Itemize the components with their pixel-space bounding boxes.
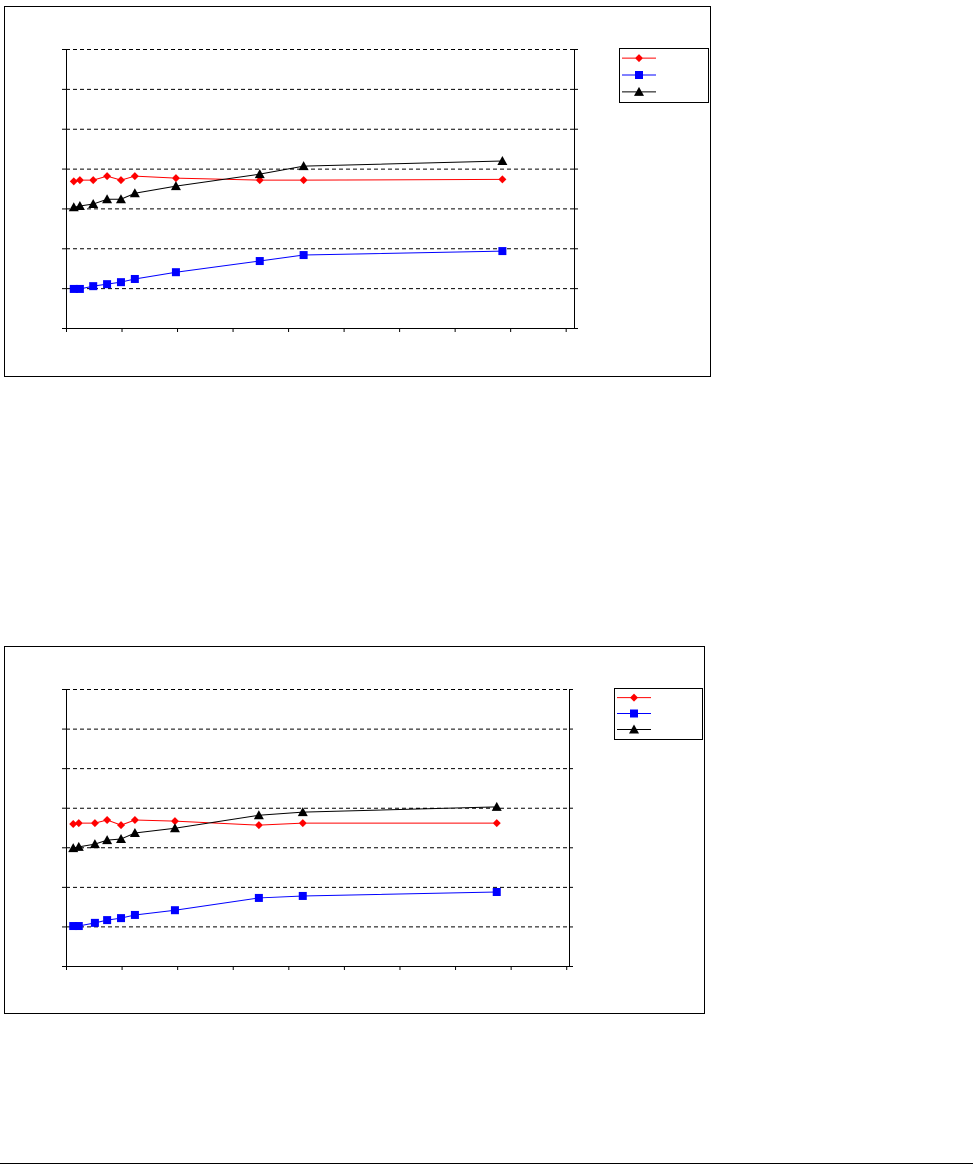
marker [90,819,99,828]
marker [69,177,78,186]
marker [299,251,308,260]
marker [255,257,264,266]
marker [75,284,84,293]
marker [103,815,112,824]
marker [69,819,78,828]
legend-swatch-marker [630,693,638,702]
marker [73,841,84,851]
legend-swatch-marker [629,724,639,734]
marker [298,891,307,900]
marker [299,176,308,185]
marker [498,247,507,256]
marker [102,835,113,845]
chart-frame [4,646,705,1014]
marker [254,893,263,902]
marker [253,810,264,820]
marker [254,169,265,179]
chart-frame [4,6,711,377]
marker [103,916,112,925]
marker [89,176,98,185]
legend-swatch-marker [630,709,638,718]
series-line [73,250,503,290]
marker [130,274,139,283]
marker [116,176,125,185]
marker [254,821,263,830]
marker [492,819,501,828]
marker [74,201,85,211]
marker [170,817,179,826]
marker [103,172,112,181]
marker [116,278,125,287]
marker [89,839,100,849]
marker [170,906,179,915]
legend-swatch-marker [634,86,644,96]
series-line [73,160,503,208]
marker [171,174,180,183]
marker [75,176,84,185]
marker [129,828,140,838]
marker [90,918,99,927]
legend [619,48,709,103]
marker [116,833,127,843]
marker [115,194,126,204]
series-line [73,819,497,826]
marker [117,821,126,830]
series-line [73,806,497,849]
marker [69,284,78,293]
marker [102,194,113,204]
marker [117,914,126,923]
marker [492,888,501,897]
marker [74,819,83,828]
marker [497,155,508,165]
series-line [73,175,503,182]
marker [498,175,507,184]
marker [130,172,139,181]
marker [129,188,140,198]
marker [74,922,83,931]
marker [297,807,308,817]
marker [130,815,139,824]
marker [103,280,112,289]
marker [170,181,181,191]
series-line [73,891,497,927]
marker [130,910,139,919]
marker [298,161,309,171]
marker [491,801,502,811]
marker [88,199,99,209]
marker [171,268,180,277]
legend-swatch-marker [635,54,643,63]
marker [298,819,307,828]
legend-swatch-marker [635,71,643,79]
marker [69,922,78,931]
marker [89,282,98,291]
marker [169,823,180,833]
